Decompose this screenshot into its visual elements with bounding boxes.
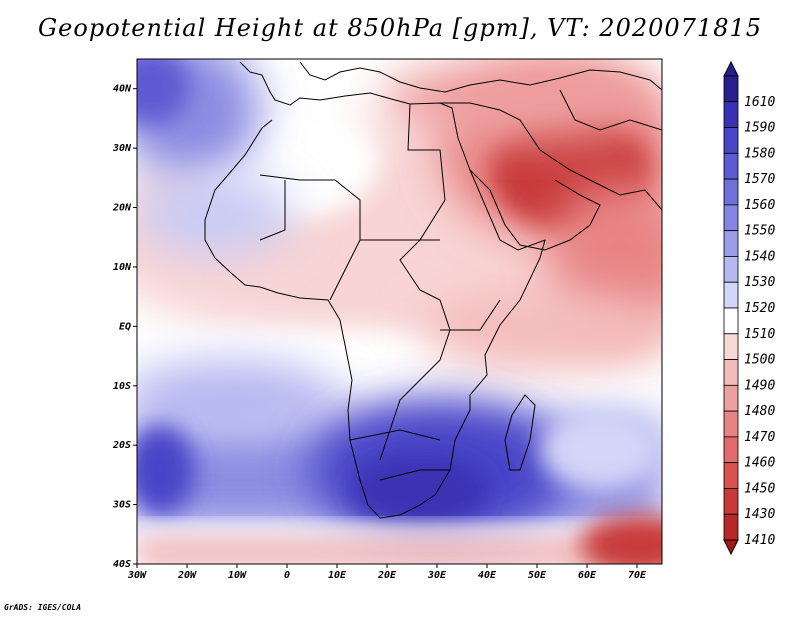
lat-tick-label: 20S	[112, 440, 131, 451]
colorbar-swatch	[723, 230, 739, 257]
colorbar: 1610 1590 1580 1570 1560 1550 1540 1530 1520 1510…	[723, 60, 775, 556]
lat-tick-label: 10S	[113, 381, 131, 392]
colorbar-label: 1530	[744, 275, 775, 290]
coastlines	[204, 61, 662, 519]
colorbar-label: 1610	[744, 95, 775, 110]
colorbar-swatch	[723, 127, 739, 154]
colorbar-label: 1430	[744, 507, 775, 522]
colorbar-label: 1460	[744, 456, 775, 471]
colorbar-swatch	[723, 359, 739, 386]
grads-credit: GrADS: IGES/COLA	[4, 603, 82, 612]
colorbar-swatch	[723, 101, 739, 128]
map-title: Geopotential Height at 850hPa [gpm], VT:…	[38, 14, 762, 42]
colorbar-label: 1490	[744, 378, 775, 393]
colorbar-swatch	[723, 178, 739, 206]
colorbar-label: 1450	[744, 481, 775, 496]
lat-tick-label: 10N	[113, 262, 132, 273]
latitude-axis: 40N 30N 20N 10N EQ 10S 20S 30S 40S	[112, 84, 137, 570]
colorbar-low-arrow	[723, 539, 739, 556]
lon-tick-label: 20E	[377, 570, 397, 581]
lon-tick-label: 0	[284, 570, 290, 581]
colorbar-label: 1520	[744, 301, 775, 316]
lat-tick-label: 30S	[112, 500, 131, 511]
colorbar-swatch	[723, 384, 739, 412]
colorbar-swatch	[723, 256, 739, 283]
colorbar-label: 1540	[744, 249, 775, 264]
colorbar-swatch	[723, 410, 739, 438]
colorbar-swatch	[723, 462, 739, 489]
height-field	[137, 59, 662, 564]
longitude-axis: 30W 20W 10W 0 10E 20E 30E 40E 50E 60E 70E	[127, 564, 647, 581]
colorbar-label: 1590	[744, 121, 775, 136]
lat-tick-label: 40S	[113, 559, 131, 570]
lon-tick-label: 30E	[427, 570, 447, 581]
colorbar-label: 1470	[744, 430, 775, 445]
lon-tick-label: 30W	[127, 570, 147, 581]
lon-tick-label: 60E	[578, 570, 597, 581]
colorbar-label: 1570	[744, 172, 775, 187]
colorbar-swatch	[723, 488, 739, 515]
colorbar-swatch	[723, 333, 739, 360]
lon-tick-label: 10E	[328, 570, 347, 581]
colorbar-label: 1410	[744, 533, 775, 548]
colorbar-label: 1500	[744, 353, 775, 368]
colorbar-label: 1480	[744, 404, 775, 419]
lat-tick-label: 40N	[113, 84, 132, 95]
plot-frame	[136, 58, 663, 565]
colorbar-swatch	[723, 281, 739, 309]
lat-tick-label: 20N	[112, 203, 132, 214]
colorbar-label: 1580	[744, 146, 775, 161]
colorbar-label: 1510	[744, 327, 775, 342]
colorbar-swatch	[723, 204, 739, 232]
colorbar-label: 1550	[744, 224, 775, 239]
colorbar-swatch	[723, 513, 739, 541]
lon-tick-label: 70E	[628, 570, 647, 581]
lat-tick-label: EQ	[119, 321, 131, 332]
lon-tick-label: 40E	[478, 570, 497, 581]
colorbar-label: 1560	[744, 198, 775, 213]
colorbar-high-arrow	[723, 60, 739, 77]
colorbar-swatch	[723, 75, 739, 103]
colorbar-swatch	[723, 307, 739, 335]
colorbar-swatch	[723, 436, 739, 464]
lon-tick-label: 50E	[528, 570, 547, 581]
lon-tick-label: 10W	[228, 570, 247, 581]
lon-tick-label: 20W	[177, 570, 197, 581]
lat-tick-label: 30N	[112, 143, 132, 154]
colorbar-swatch	[723, 152, 739, 180]
